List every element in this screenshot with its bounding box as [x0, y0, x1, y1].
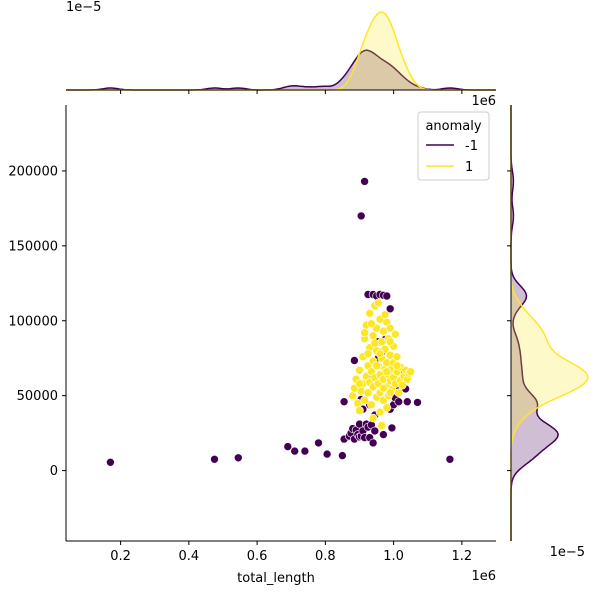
- scatter-point--1: [394, 397, 404, 407]
- top-marginal-x-offset-label: 1e6: [471, 94, 496, 109]
- scatter-point-1: [385, 323, 395, 333]
- scatter-point-1: [368, 413, 378, 423]
- scatter-point--1: [356, 211, 366, 221]
- scatter-point--1: [360, 177, 369, 186]
- scatter-point-1: [382, 367, 392, 377]
- y-tick-label: 150000: [8, 239, 58, 254]
- top-density-line-1: [66, 11, 496, 91]
- scatter-point-1: [379, 383, 388, 393]
- scatter-point-1: [360, 328, 369, 338]
- x-tick-label: 1.2: [452, 549, 473, 564]
- top-density-line--1: [66, 49, 496, 91]
- scatter-point-1: [385, 337, 395, 347]
- right-density-fill-1: [511, 105, 588, 541]
- x-axis-label: total_length: [237, 571, 315, 586]
- x-tick-label: 1.0: [383, 549, 404, 564]
- scatter-point-1: [392, 361, 402, 371]
- x-axis-offset-label: 1e6: [471, 569, 496, 584]
- scatter-point-1: [355, 365, 364, 375]
- scatter-point--1: [445, 454, 455, 464]
- scatter-point-1: [394, 388, 404, 398]
- scatter-point--1: [382, 291, 392, 301]
- y-tick-label: 50000: [17, 389, 58, 404]
- scatter-point--1: [387, 423, 397, 433]
- scatter-point--1: [283, 442, 293, 451]
- scatter-point--1: [339, 397, 349, 407]
- scatter-point-1: [382, 403, 392, 413]
- scatter-point-1: [392, 352, 402, 362]
- scatter-point-1: [365, 308, 375, 318]
- scatter-point--1: [290, 446, 300, 456]
- legend-label--1: -1: [465, 139, 478, 154]
- right-density-fill--1: [511, 105, 559, 541]
- scatter-point-1: [380, 310, 390, 320]
- legend-label-1: 1: [465, 160, 473, 175]
- scatter-point--1: [413, 398, 422, 407]
- scatter-point--1: [234, 453, 243, 463]
- y-tick-label: 0: [50, 464, 58, 479]
- scatter-point--1: [350, 356, 359, 365]
- scatter-point-1: [385, 388, 395, 398]
- scatter-point-1: [397, 380, 407, 390]
- legend-box: [417, 111, 490, 181]
- scatter-point-1: [355, 379, 364, 389]
- scatter-point--1: [210, 454, 219, 464]
- right-marginal-offset-label: 1e−5: [550, 545, 585, 560]
- scatter-point-1: [406, 367, 416, 377]
- scatter-point--1: [385, 304, 395, 314]
- scatter-point-1: [375, 349, 385, 359]
- scatter-point--1: [322, 449, 332, 459]
- scatter-point-1: [373, 298, 383, 308]
- y-tick-label: 200000: [8, 164, 58, 179]
- scatter-point-1: [372, 361, 381, 371]
- scatter-point--1: [368, 438, 378, 448]
- scatter-point-1: [377, 421, 387, 430]
- scatter-point--1: [300, 446, 310, 456]
- scatter-point--1: [402, 397, 412, 407]
- x-tick-label: 0.2: [110, 549, 131, 564]
- scatter-point-1: [368, 331, 378, 341]
- scatter-point-1: [355, 406, 364, 415]
- scatter-point-1: [360, 395, 369, 405]
- legend-title: anomaly: [425, 119, 481, 134]
- right-density-line--1: [510, 105, 559, 541]
- scatter-point--1: [106, 457, 115, 467]
- scatter-point-1: [390, 329, 400, 339]
- scatter-point--1: [314, 438, 323, 448]
- y-tick-label: 100000: [8, 314, 58, 329]
- scatter-point-1: [370, 338, 380, 348]
- scatter-point--1: [370, 426, 380, 436]
- top-density-fill--1: [66, 50, 496, 90]
- scatter-point-1: [367, 400, 376, 410]
- scatter-point-1: [363, 349, 373, 359]
- top-density-fill-1: [66, 12, 496, 90]
- scatter-point--1: [338, 451, 347, 460]
- scatter-point--1: [379, 430, 388, 439]
- scatter-point-1: [348, 391, 358, 401]
- x-tick-label: 0.6: [247, 549, 268, 564]
- scatter-point-1: [367, 319, 376, 329]
- top-marginal-offset-label: 1e−5: [66, 0, 101, 15]
- scatter-point-1: [363, 388, 373, 398]
- x-tick-label: 0.4: [179, 549, 200, 564]
- scatter-point-1: [375, 407, 385, 417]
- x-tick-label: 0.8: [315, 549, 336, 564]
